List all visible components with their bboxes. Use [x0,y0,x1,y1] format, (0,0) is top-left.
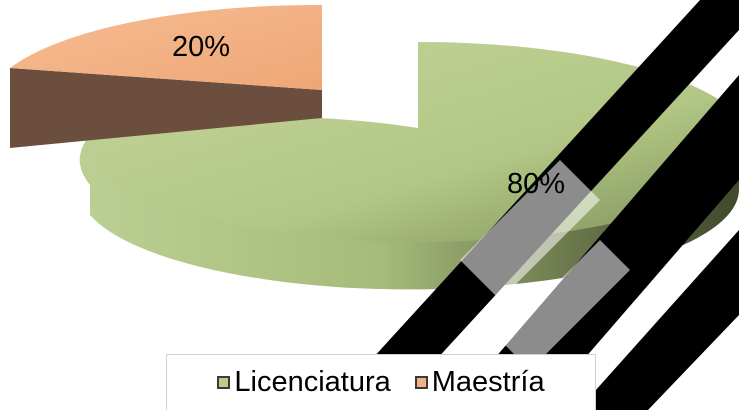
legend-item-licenciatura: Licenciatura [217,366,391,398]
data-label-licenciatura: 80% [507,168,565,200]
pie-slice-maestria [10,4,322,148]
data-label-maestria: 20% [172,31,230,63]
legend-item-maestria: Maestría [414,366,545,398]
legend-swatch-licenciatura [217,376,231,389]
chart-legend: Licenciatura Maestría [166,354,596,410]
pie-slice-licenciatura-side-lower [90,120,739,290]
pie-slice-maestria-side [10,68,322,148]
legend-swatch-maestria [414,376,428,389]
legend-label-licenciatura: Licenciatura [234,366,391,398]
watermark-fade [460,160,630,370]
pie-slice-maestria-top [10,4,322,91]
legend-label-maestria: Maestría [431,366,545,398]
